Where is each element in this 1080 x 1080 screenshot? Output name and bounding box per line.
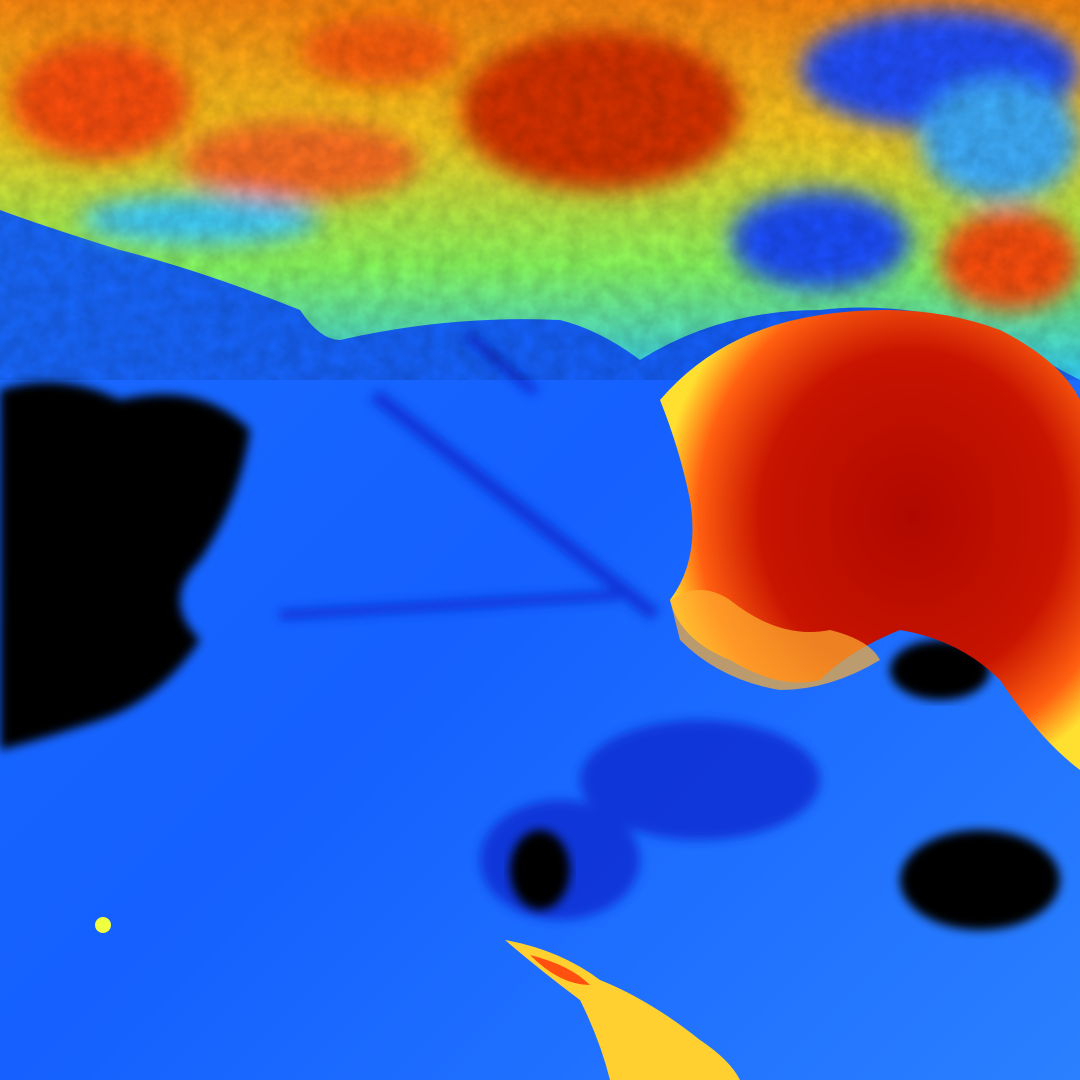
cold-patches	[0, 382, 1060, 930]
island	[95, 917, 740, 1080]
land-basin	[660, 310, 1080, 770]
land-north	[0, 0, 1080, 380]
